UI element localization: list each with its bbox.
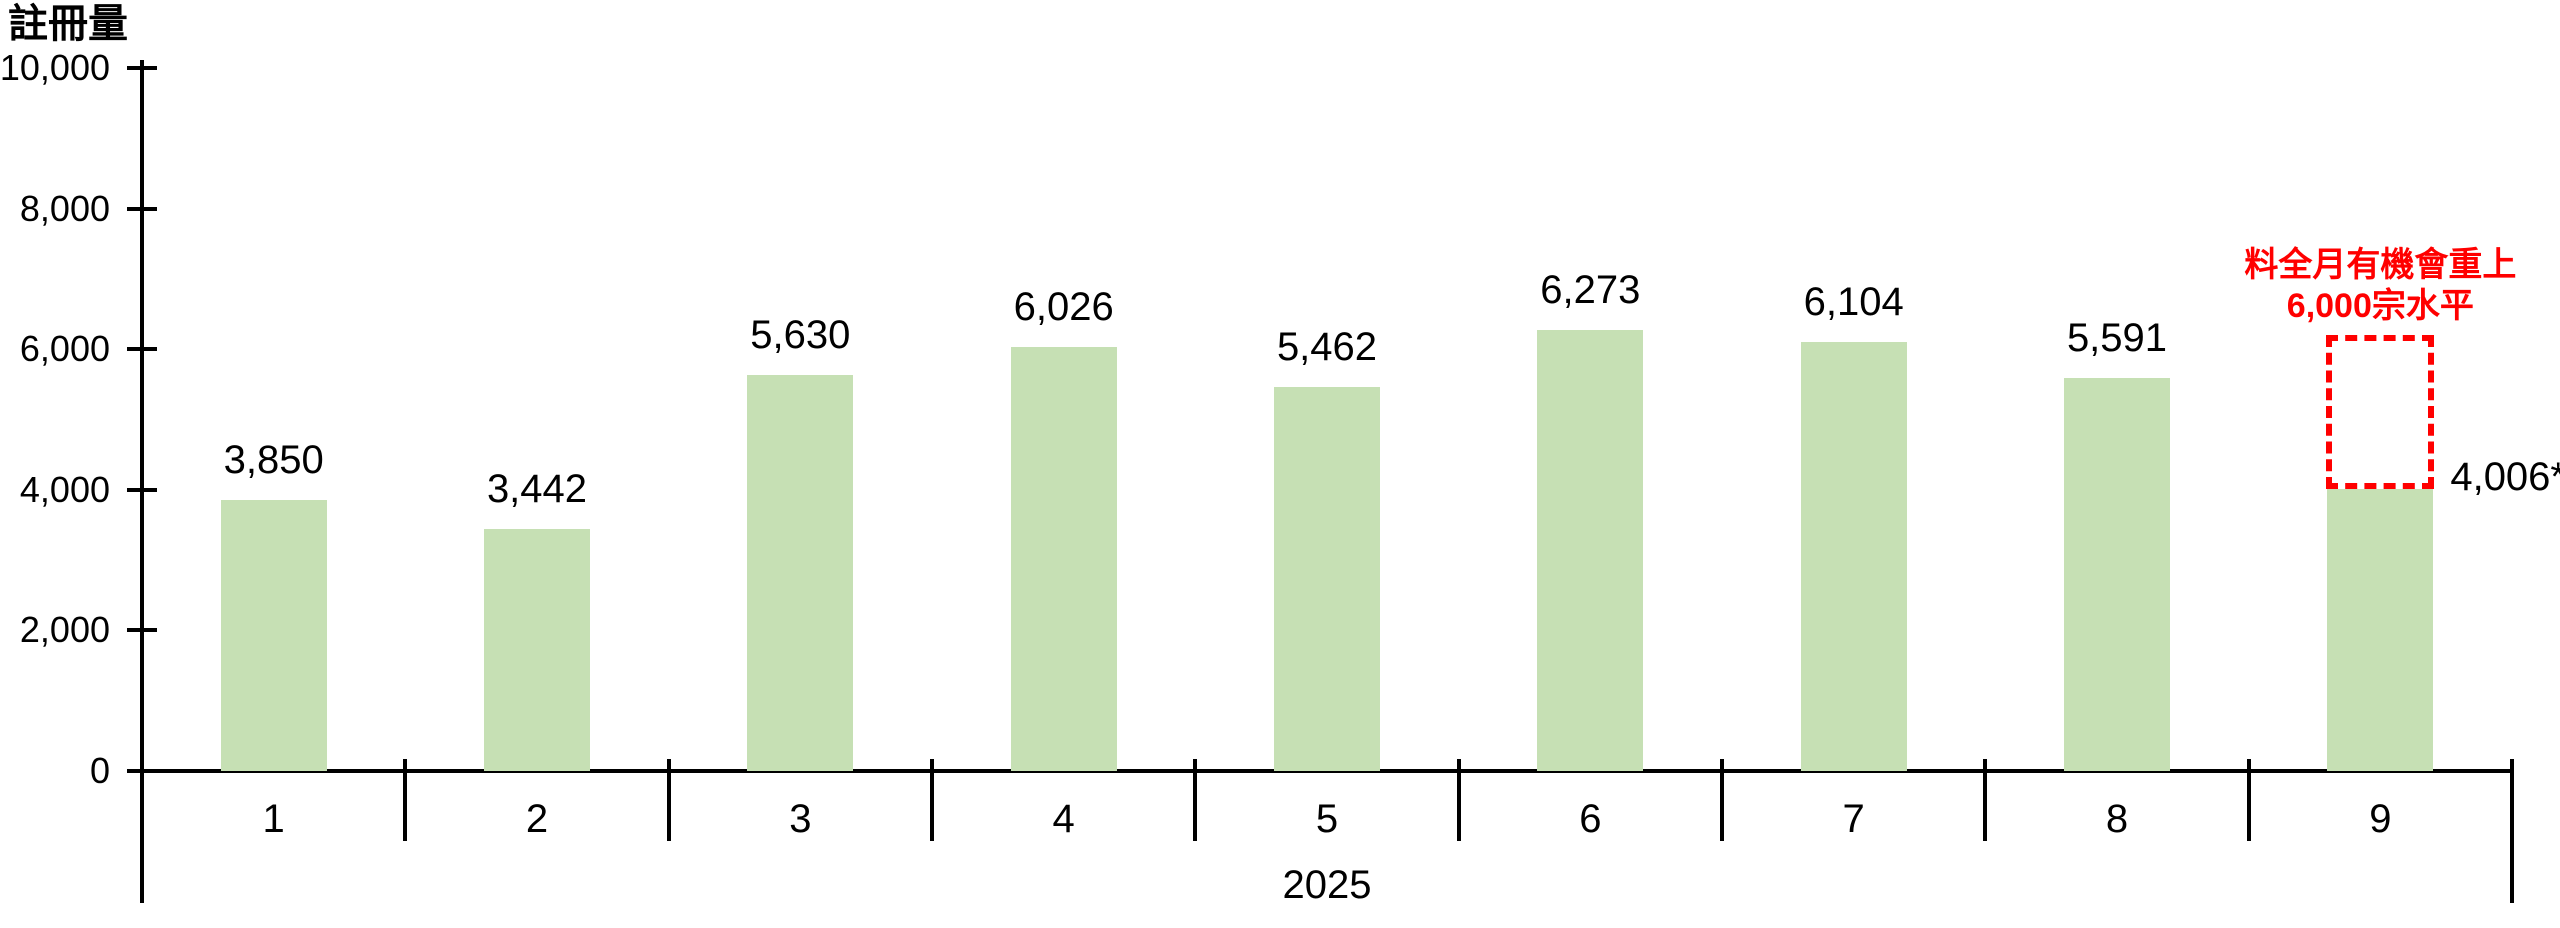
axis-group-boundary [2510, 759, 2514, 903]
x-category-label: 2 [525, 797, 549, 841]
forecast-annotation-line: 6,000宗水平 [2286, 287, 2474, 326]
bar-value-label: 4,006* [2450, 455, 2560, 500]
bar [1010, 347, 1117, 771]
category-divider [1983, 759, 1988, 841]
y-axis-tick [127, 487, 157, 492]
bar [1537, 330, 1644, 771]
x-group-label: 2025 [1282, 863, 1372, 907]
y-tick-label: 2,000 [19, 609, 110, 651]
bar [2064, 377, 2170, 771]
category-divider [1456, 759, 1461, 841]
bar [1800, 341, 1907, 771]
x-category-label: 7 [1842, 797, 1865, 841]
bar [1274, 387, 1380, 771]
category-divider [930, 759, 934, 841]
forecast-annotation: 料全月有機會重上 6,000宗水平 [2244, 245, 2516, 327]
y-axis-line [140, 60, 144, 903]
x-axis-line [140, 769, 2514, 773]
y-axis-tick [127, 769, 157, 773]
y-axis-tick [127, 66, 157, 70]
forecast-annotation-line: 料全月有機會重上 [2244, 246, 2517, 285]
x-category-label: 9 [2369, 797, 2392, 841]
bar-value-label: 3,850 [223, 438, 324, 483]
y-axis-tick [127, 628, 157, 633]
bar [747, 375, 854, 771]
x-category-label: 3 [789, 797, 812, 841]
x-category-label: 1 [262, 797, 285, 841]
bar [484, 529, 590, 771]
y-tick-label: 6,000 [19, 328, 110, 370]
bar-value-label: 5,462 [1276, 325, 1378, 370]
bar-value-label: 5,630 [750, 313, 851, 358]
category-divider [1193, 759, 1198, 841]
y-tick-label: 8,000 [19, 187, 110, 229]
forecast-dashed-box [2326, 335, 2435, 490]
category-divider [666, 759, 671, 841]
x-category-label: 8 [2105, 797, 2129, 841]
bar-value-label: 6,026 [1013, 285, 1114, 330]
y-axis-title: 註冊量 [8, 2, 128, 46]
category-divider [1720, 759, 1724, 841]
category-divider [2246, 759, 2251, 841]
bar-value-label: 6,273 [1540, 268, 1641, 312]
y-tick-label: 0 [89, 750, 110, 791]
y-tick-label: 10,000 [0, 47, 110, 88]
y-tick-label: 4,000 [19, 468, 110, 510]
bar-value-label: 6,104 [1803, 279, 1904, 324]
y-axis-tick [127, 347, 157, 352]
bar [2327, 489, 2434, 771]
bar-value-label: 3,442 [486, 467, 588, 512]
bar-value-label: 5,591 [2066, 315, 2168, 360]
x-category-label: 5 [1315, 797, 1339, 841]
x-category-label: 6 [1579, 797, 1602, 841]
y-axis-tick [127, 206, 157, 211]
category-divider [403, 759, 408, 841]
x-category-label: 4 [1052, 797, 1075, 841]
bar [220, 500, 327, 771]
